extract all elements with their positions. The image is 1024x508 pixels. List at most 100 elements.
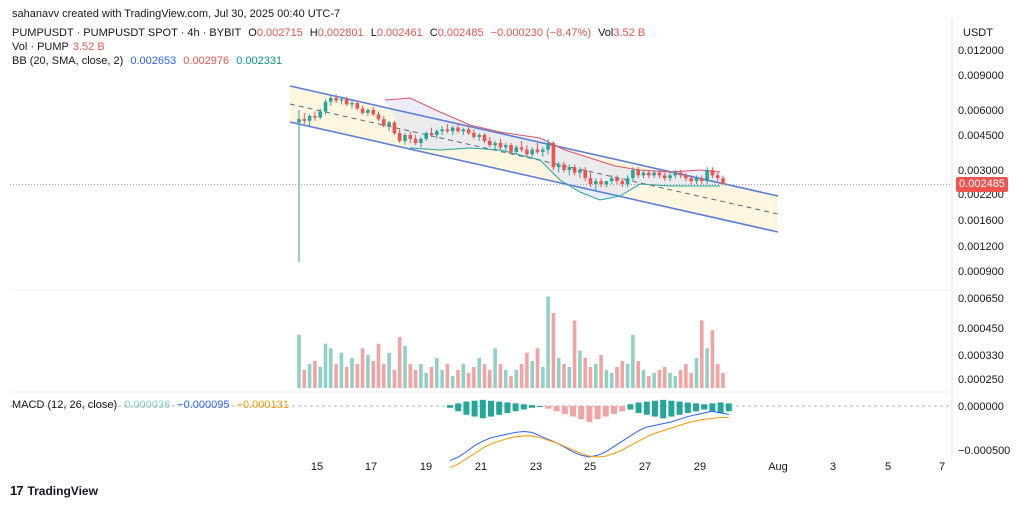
candle-body [588, 178, 593, 185]
candle-body [334, 97, 338, 101]
candle-body [556, 164, 561, 168]
candle-body [609, 178, 614, 182]
candle-body [445, 129, 450, 132]
volume-bar [419, 364, 423, 388]
macd-label: MACD (12, 26, close) [12, 399, 118, 411]
macd-tick-label: 0.000000 [958, 401, 1004, 413]
volume-bar [625, 364, 630, 388]
candle-body [673, 172, 678, 176]
volume-bar [323, 343, 328, 388]
volume-bar [477, 358, 481, 388]
candle-body [456, 127, 460, 132]
price-tick-label: 0.000900 [958, 266, 1004, 278]
macd-hist-bar [717, 402, 724, 414]
candle-body [519, 147, 524, 150]
volume-bar [329, 348, 333, 388]
vol-row-value: 3.52 B [72, 41, 105, 53]
candle-body [715, 175, 720, 179]
macd-hist-bar [619, 406, 626, 412]
current-price-tag: 0.002485 [956, 176, 1008, 192]
candle-body [583, 170, 587, 179]
candle-body [689, 178, 693, 182]
candle-body [355, 103, 360, 109]
bb-basis-value: 0.002653 [130, 55, 177, 67]
x-tick-label: 19 [420, 461, 432, 473]
candle-body [424, 133, 428, 139]
volume-bar [620, 361, 625, 388]
candle-body [461, 129, 466, 132]
vol-label: Vol [598, 27, 614, 39]
credit-line: sahanavv created with TradingView.com, J… [12, 8, 341, 20]
macd-hist-bar [553, 406, 560, 412]
volume-bar [360, 348, 365, 388]
channel-lower-line [289, 121, 779, 233]
candle-body [599, 181, 603, 185]
candle-body [578, 170, 582, 173]
volume-bar [541, 367, 545, 388]
candle-body [408, 135, 413, 139]
ohlc-l-value: 0.002461 [376, 27, 423, 39]
candle-body [313, 115, 317, 118]
candle-body [700, 178, 704, 182]
macd-hist-bar [586, 406, 593, 422]
candle-body [482, 135, 487, 141]
x-tick-label: 3 [830, 461, 836, 473]
candle-body [435, 131, 439, 135]
macd-line [449, 410, 729, 462]
candle-body [636, 170, 640, 176]
candle-body [625, 178, 630, 185]
macd-hist-bar [512, 403, 519, 412]
macd-hist-bar [471, 400, 478, 417]
volume-bar [472, 367, 476, 388]
price-tick-label: 0.006000 [958, 105, 1004, 117]
ohlc-legend: PUMPUSDT · PUMPUSDT SPOT · 4h · BYBIT O0… [12, 27, 649, 39]
volume-bar [456, 370, 460, 388]
volume-bar [403, 346, 407, 388]
volume-bar [572, 320, 577, 388]
symbol-label: PUMPUSDT · PUMPUSDT SPOT · 4h · BYBIT [12, 27, 242, 39]
macd-hist-bar [570, 406, 576, 417]
candle-body [419, 138, 423, 144]
candle-body [705, 170, 709, 182]
ohlc-change: −0.000230 (−8.47%) [490, 27, 591, 39]
volume-bar [546, 296, 550, 388]
candle-body [631, 170, 635, 179]
volume-bar [450, 376, 455, 388]
volume-bar [678, 370, 683, 388]
candle-body [694, 178, 699, 182]
candle-body [466, 129, 471, 134]
macd-hist-bar [463, 401, 470, 415]
candle-body [509, 145, 513, 152]
macd-hist-bar [520, 404, 527, 410]
volume-bar [445, 364, 450, 388]
volume-tick-label: 0.000650 [958, 293, 1004, 305]
volume-bar [339, 352, 344, 388]
channel-upper-line [289, 85, 779, 197]
candle-body [302, 119, 307, 121]
macd-hist-bar [635, 402, 642, 414]
candle-body [323, 101, 328, 112]
x-tick-label: 17 [365, 461, 377, 473]
x-tick-label: 15 [311, 461, 323, 473]
volume-bar [440, 370, 444, 388]
volume-bar [689, 373, 693, 388]
volume-bar [466, 373, 471, 388]
volume-bar [493, 348, 497, 388]
volume-bar [498, 364, 503, 388]
volume-bar [302, 370, 307, 388]
macd-hist-bar [561, 406, 568, 414]
volume-bar [392, 370, 397, 388]
macd-hist-bar [652, 400, 658, 417]
volume-bar [694, 358, 699, 388]
ohlc-h-label: H [309, 27, 318, 39]
channel-midline [289, 103, 779, 215]
volume-tick-label: 0.000330 [958, 350, 1004, 362]
volume-tick-label: 0.000450 [958, 323, 1004, 335]
candle-body [382, 119, 386, 126]
volume-bar [567, 367, 572, 388]
volume-bar [609, 373, 614, 388]
macd-hist-bar [488, 400, 494, 417]
macd-hist-bar [684, 402, 691, 414]
volume-bar [604, 370, 609, 388]
